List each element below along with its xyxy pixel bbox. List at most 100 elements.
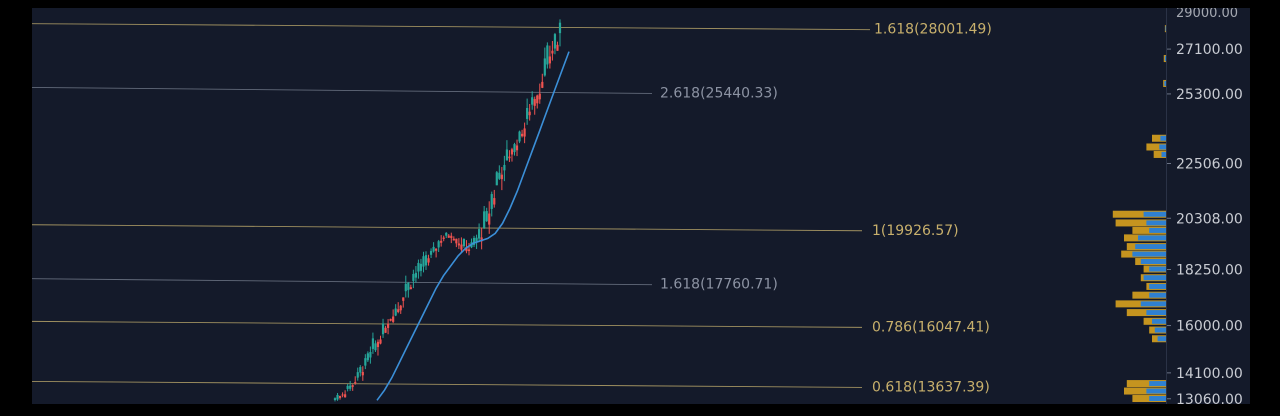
candle-body xyxy=(392,316,395,322)
candle-body xyxy=(351,385,354,387)
candle-body xyxy=(417,262,420,272)
y-tick-label: 25300.00 xyxy=(1176,87,1243,103)
candle-body xyxy=(384,327,387,333)
fib-level-label: 0.618(13637.39) xyxy=(872,379,990,395)
candle-body xyxy=(435,248,438,251)
fib-level-label: 0.786(16047.41) xyxy=(872,319,990,335)
candle-body xyxy=(344,394,347,398)
candle-body xyxy=(533,99,536,106)
candle-body xyxy=(548,56,551,64)
volume-profile-bar-amber xyxy=(1126,380,1166,388)
candle-body xyxy=(397,309,400,313)
candle-body xyxy=(399,305,402,311)
candle-body xyxy=(528,111,531,116)
volume-profile-bar-amber xyxy=(1124,387,1166,395)
candle-body xyxy=(513,144,516,153)
candle-body xyxy=(364,358,367,366)
volume-profile-bar-blue xyxy=(1149,266,1166,272)
volume-profile-bar-blue xyxy=(1149,283,1166,289)
candle-body xyxy=(376,341,380,348)
candle-body xyxy=(538,93,541,100)
candle-body xyxy=(452,238,455,241)
volume-profile-bar-blue xyxy=(1143,275,1166,281)
chart-frame: 1.618(28001.49) 2.618(25440.33) 1(19926.57… xyxy=(32,8,1250,404)
candle-body xyxy=(356,372,359,378)
candle-body xyxy=(442,237,445,239)
fib-level-label: 1.618(17760.71) xyxy=(660,277,778,293)
volume-profile-bar-blue xyxy=(1157,336,1166,342)
candle-body xyxy=(394,308,397,316)
candle-body xyxy=(478,229,481,239)
candle-body xyxy=(374,343,377,351)
candle-body xyxy=(419,263,423,271)
volume-profile-bar-blue xyxy=(1164,56,1166,62)
volume-profile-bar-blue xyxy=(1149,396,1166,402)
volume-profile-bar-amber xyxy=(1153,150,1166,158)
candle-body xyxy=(424,255,428,266)
chart-plot[interactable]: 1.618(28001.49) 2.618(25440.33) 1(19926.57… xyxy=(32,8,1250,404)
candle-body xyxy=(483,211,486,228)
y-tick-label: 18250.00 xyxy=(1176,263,1243,279)
volume-profile-bar-amber xyxy=(1112,210,1166,218)
candle-body xyxy=(495,172,498,186)
candle-body xyxy=(490,194,493,209)
candle-body xyxy=(467,249,471,251)
volume-profile-bar-blue xyxy=(1152,318,1166,324)
candle-body xyxy=(341,394,344,396)
candle-body xyxy=(409,287,412,290)
candle-body xyxy=(349,385,352,389)
candle-body xyxy=(465,247,468,252)
candle-body xyxy=(472,237,476,245)
volume-profile-bar-blue xyxy=(1146,388,1166,394)
candle-body xyxy=(440,240,443,243)
candle-body xyxy=(523,128,526,137)
candle-body xyxy=(556,44,559,51)
y-tick-label: 22506.00 xyxy=(1176,157,1243,173)
candle-body xyxy=(531,97,534,105)
candle-body xyxy=(488,213,491,225)
candle-body xyxy=(386,323,390,328)
candle-body xyxy=(437,241,440,248)
price-axis-divider xyxy=(1166,8,1167,404)
volume-profile-bar-blue xyxy=(1146,310,1166,316)
candle-body xyxy=(518,131,521,142)
volume-profile-bar-blue xyxy=(1146,220,1166,226)
fib-level-label: 1(19926.57) xyxy=(872,223,959,239)
candle-body xyxy=(369,351,372,358)
candle-body xyxy=(485,211,488,222)
candle-body xyxy=(432,246,435,252)
candle-body xyxy=(427,258,430,263)
candle-body xyxy=(354,382,357,384)
volume-profile-bar-blue xyxy=(1143,211,1166,217)
candle-body xyxy=(346,385,349,389)
candle-body xyxy=(541,81,544,88)
candle-body xyxy=(553,34,557,49)
candle-body xyxy=(414,272,417,278)
candle-body xyxy=(460,244,463,250)
candle-body xyxy=(447,235,450,238)
volume-profile-bar-blue xyxy=(1149,381,1166,387)
candle-body xyxy=(379,339,382,344)
candle-body xyxy=(422,256,425,267)
fib-level-label: 1.618(28001.49) xyxy=(874,22,992,38)
volume-profile-bar-blue xyxy=(1132,251,1166,257)
y-tick-label: 20308.00 xyxy=(1176,211,1243,227)
candle-body xyxy=(336,394,339,400)
candle-body xyxy=(429,250,433,255)
candle-body xyxy=(558,22,562,34)
volume-profile-bar-blue xyxy=(1138,235,1166,241)
volume-profile-bar-blue xyxy=(1149,227,1166,233)
moving-average-line xyxy=(376,51,570,401)
candle-body xyxy=(366,353,369,361)
volume-profile-bar-blue xyxy=(1149,292,1166,298)
candle-body xyxy=(361,372,364,376)
candle-body xyxy=(536,95,539,104)
fib-level-line xyxy=(32,224,863,232)
volume-profile-bar-blue xyxy=(1165,26,1166,32)
candle-body xyxy=(333,398,337,401)
volume-profile-bar-blue xyxy=(1135,244,1166,250)
y-tick-label: 14100.00 xyxy=(1176,366,1243,382)
candle-body xyxy=(450,235,453,239)
candle-body xyxy=(498,172,501,179)
candle-body xyxy=(381,323,385,335)
